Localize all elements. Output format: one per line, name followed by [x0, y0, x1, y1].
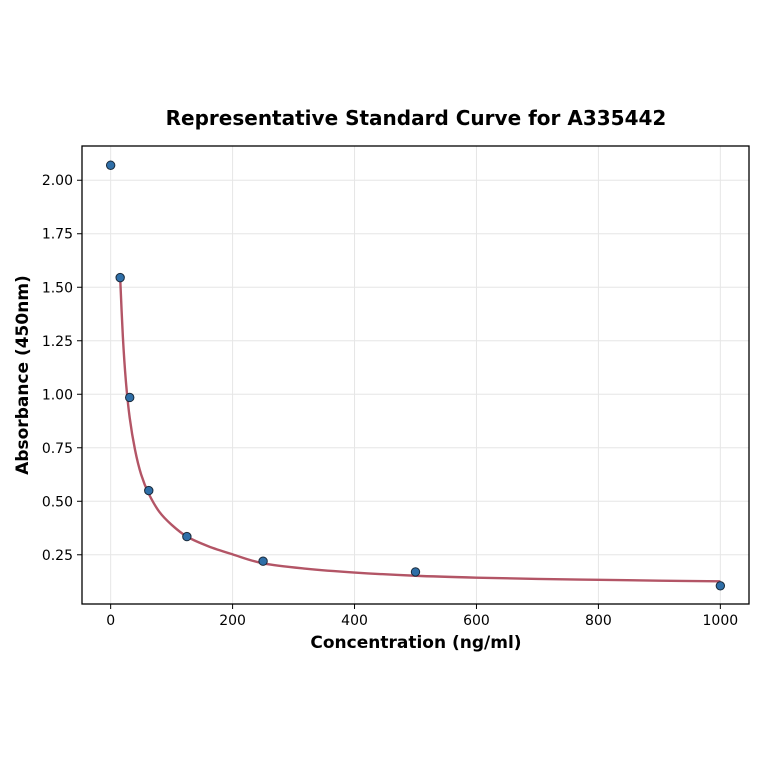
y-tick-label: 2.00 — [42, 173, 73, 189]
data-point — [258, 556, 268, 566]
data-point — [182, 531, 192, 542]
data-points-layer — [105, 160, 726, 591]
data-point — [105, 160, 116, 170]
y-axis-label: Absorbance (450nm) — [13, 275, 33, 475]
x-axis-label: Concentration (ng/ml) — [310, 633, 521, 653]
data-point — [410, 567, 421, 577]
y-tick-label: 1.00 — [42, 387, 73, 403]
y-tick-label: 1.50 — [42, 280, 73, 296]
y-tick-label: 0.75 — [42, 441, 73, 457]
data-point — [715, 581, 726, 591]
y-tick-label: 0.25 — [42, 548, 73, 564]
chart-title: Representative Standard Curve for A33544… — [166, 106, 667, 130]
y-tick-label: 0.50 — [42, 494, 73, 510]
ticks: 0 200 400 600 800 1000 0.25 0.50 0.75 1.00 1.25 1.5… — [42, 173, 738, 629]
x-tick-label: 200 — [219, 613, 246, 629]
x-tick-label: 600 — [463, 613, 490, 629]
data-point — [144, 485, 154, 496]
data-point — [115, 272, 125, 283]
x-tick-label: 1000 — [703, 613, 739, 629]
fit-curve-line — [118, 277, 721, 583]
y-tick-label: 1.75 — [42, 227, 73, 243]
x-tick-label: 800 — [585, 613, 612, 629]
plot-frame — [81, 145, 750, 605]
fit-curve-layer — [118, 277, 721, 583]
x-tick-label: 0 — [106, 613, 115, 629]
data-point — [125, 392, 135, 403]
x-tick-label: 400 — [341, 613, 368, 629]
y-tick-label: 1.25 — [42, 334, 73, 350]
grid — [82, 146, 749, 604]
